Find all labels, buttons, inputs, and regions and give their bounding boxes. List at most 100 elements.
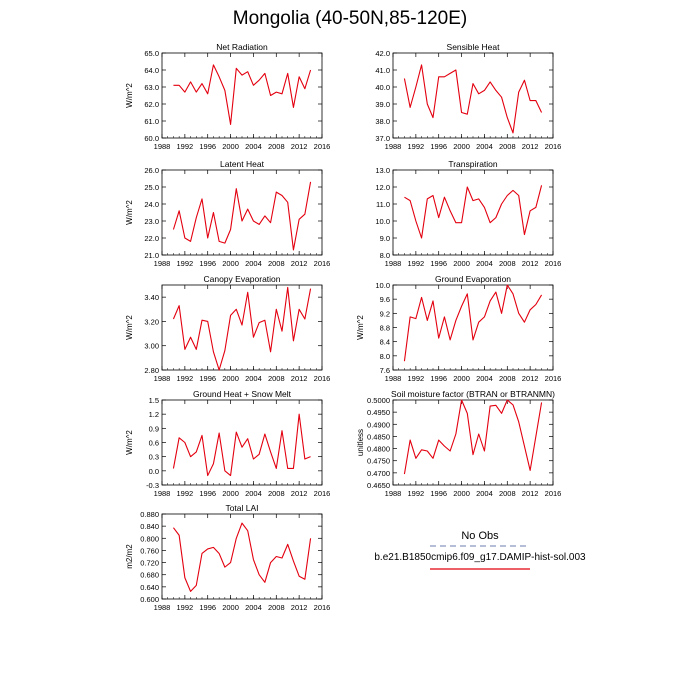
y-tick-label: 11.0 xyxy=(376,200,390,209)
y-tick-label: 0.0 xyxy=(149,467,159,476)
x-tick-label: 2012 xyxy=(522,489,539,498)
legend-model-line xyxy=(430,568,530,570)
y-tick-label: 0.4700 xyxy=(367,469,390,478)
plot-frame xyxy=(161,169,323,256)
x-tick-label: 2000 xyxy=(222,489,239,498)
y-tick-label: 65.0 xyxy=(144,49,159,58)
series-line xyxy=(172,181,312,251)
x-tick-label: 2016 xyxy=(314,259,331,268)
series-line xyxy=(172,522,312,592)
y-tick-label: 63.0 xyxy=(144,83,159,92)
x-tick-label: 2012 xyxy=(291,259,308,268)
y-tick-label: 0.680 xyxy=(140,571,159,580)
y-tick-label: 0.3 xyxy=(149,453,159,462)
x-tick-label: 1992 xyxy=(177,374,194,383)
x-tick-label: 1988 xyxy=(385,142,402,151)
y-axis-label: W/m^2 xyxy=(125,200,134,225)
x-tick-label: 2008 xyxy=(268,374,285,383)
x-tick-label: 1992 xyxy=(177,142,194,151)
y-tick-label: 1.2 xyxy=(149,410,159,419)
y-tick-label: 42.0 xyxy=(375,49,390,58)
legend-model-label: b.e21.B1850cmip6.f09_g17.DAMIP-hist-sol.… xyxy=(374,552,586,563)
x-tick-label: 2008 xyxy=(499,374,516,383)
x-tick-label: 2004 xyxy=(476,489,493,498)
y-axis-label: W/m^2 xyxy=(125,83,134,108)
x-tick-label: 1992 xyxy=(408,259,425,268)
y-tick-label: 8.4 xyxy=(380,338,390,347)
y-tick-label: 9.2 xyxy=(380,309,390,318)
y-axis-label: W/m^2 xyxy=(125,315,134,340)
y-axis-label: W/m^2 xyxy=(356,315,365,340)
chart-panel: Sensible Heat 1988 1992 1996 2000 2004 2008 201… xyxy=(375,42,561,151)
x-tick-label: 2000 xyxy=(453,374,470,383)
x-tick-label: 2004 xyxy=(476,259,493,268)
x-tick-label: 1992 xyxy=(408,489,425,498)
x-tick-label: 1996 xyxy=(430,489,447,498)
y-tick-label: 0.4900 xyxy=(367,420,390,429)
x-tick-label: 1988 xyxy=(154,259,171,268)
chart-panel: Latent Heat 1988 1992 1996 2000 2004 2008 2012 2… xyxy=(125,159,330,268)
y-tick-label: 40.0 xyxy=(375,83,390,92)
chart-panel: Ground Heat + Snow Melt 1988 1992 1996 2000 2… xyxy=(125,389,330,498)
x-tick-label: 2012 xyxy=(522,259,539,268)
panel-title: Latent Heat xyxy=(220,159,265,169)
x-tick-label: 1992 xyxy=(408,142,425,151)
x-tick-label: 2000 xyxy=(222,142,239,151)
y-axis-label: unitless xyxy=(356,429,365,456)
y-tick-label: 23.0 xyxy=(144,217,159,226)
x-tick-label: 2016 xyxy=(545,259,562,268)
y-tick-label: 0.4850 xyxy=(367,432,390,441)
x-tick-label: 2008 xyxy=(499,142,516,151)
y-tick-label: 3.40 xyxy=(144,293,159,302)
chart-panel: Net Radiation 1988 1992 1996 2000 2004 2008 201… xyxy=(125,42,330,151)
y-tick-label: 21.0 xyxy=(144,251,159,260)
x-tick-label: 2000 xyxy=(453,259,470,268)
x-tick-label: 2016 xyxy=(545,142,562,151)
x-tick-label: 1992 xyxy=(177,489,194,498)
y-tick-label: 38.0 xyxy=(375,117,390,126)
y-tick-label: 0.720 xyxy=(140,559,159,568)
y-tick-label: 60.0 xyxy=(144,134,159,143)
x-tick-label: 2008 xyxy=(268,603,285,612)
y-tick-label: 10.0 xyxy=(375,281,390,290)
legend-obs-line xyxy=(430,545,530,547)
x-tick-label: 2008 xyxy=(268,489,285,498)
x-tick-label: 2008 xyxy=(499,489,516,498)
y-tick-label: 61.0 xyxy=(144,117,159,126)
y-tick-label: 3.20 xyxy=(144,317,159,326)
y-tick-label: 22.0 xyxy=(144,234,159,243)
x-tick-label: 2000 xyxy=(222,259,239,268)
y-tick-label: 0.6 xyxy=(149,439,159,448)
y-tick-label: 0.4750 xyxy=(367,457,390,466)
x-tick-label: 2000 xyxy=(453,489,470,498)
chart-panel: Ground Evaporation 1988 1992 1996 2000 2004 20… xyxy=(356,274,561,383)
x-tick-label: 2004 xyxy=(245,489,262,498)
x-tick-label: 2004 xyxy=(476,142,493,151)
y-tick-label: 0.600 xyxy=(140,595,159,604)
x-tick-label: 2004 xyxy=(245,259,262,268)
y-tick-label: 0.4650 xyxy=(367,481,390,490)
plot-frame xyxy=(161,52,323,139)
x-tick-label: 1996 xyxy=(199,489,216,498)
y-tick-label: 13.0 xyxy=(375,166,390,175)
x-tick-label: 2000 xyxy=(453,142,470,151)
x-tick-label: 1996 xyxy=(199,142,216,151)
y-tick-label: 0.4800 xyxy=(367,445,390,454)
x-tick-label: 1988 xyxy=(154,603,171,612)
x-tick-label: 2012 xyxy=(291,142,308,151)
x-tick-label: 1992 xyxy=(177,259,194,268)
x-tick-label: 1996 xyxy=(430,142,447,151)
x-tick-label: 2016 xyxy=(545,374,562,383)
x-tick-label: 1988 xyxy=(385,489,402,498)
x-tick-label: 2012 xyxy=(291,489,308,498)
plot-frame xyxy=(392,399,554,486)
x-tick-label: 2016 xyxy=(314,489,331,498)
series-line xyxy=(403,284,543,362)
x-tick-label: 1988 xyxy=(385,374,402,383)
y-tick-label: 26.0 xyxy=(144,166,159,175)
panel-title: Total LAI xyxy=(225,503,258,513)
y-tick-label: 0.760 xyxy=(140,546,159,555)
x-tick-label: 2004 xyxy=(245,603,262,612)
chart-panel: Total LAI 1988 1992 1996 2000 2004 2008 2012 201… xyxy=(125,503,330,612)
